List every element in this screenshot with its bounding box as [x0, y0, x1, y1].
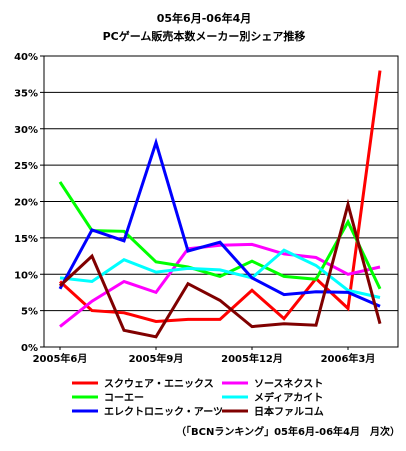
legend-label-0: スクウェア・エニックス [104, 378, 214, 390]
y-tick-label: 15% [14, 234, 38, 245]
x-tick-label: 2005年9月 [129, 352, 184, 365]
y-tick-label: 20% [14, 198, 38, 209]
series-line-2 [58, 181, 382, 290]
legend-label-4: エレクトロニック・アーツ [104, 406, 223, 418]
legend-label-5: 日本ファルコム [254, 405, 324, 418]
legend-label-3: メディアカイト [254, 391, 323, 404]
y-tick-label: 35% [14, 88, 38, 99]
x-tick-label: 2005年6月 [33, 352, 88, 365]
y-tick-label: 0% [21, 343, 38, 354]
chart-title: 05年6月-06年4月 [157, 11, 252, 25]
y-tick-label: 30% [14, 125, 38, 136]
series-lines [58, 70, 382, 339]
y-tick-label: 10% [14, 270, 38, 281]
series-line-5 [58, 198, 382, 339]
y-tick-label: 40% [14, 52, 38, 63]
legend-label-2: コーエー [104, 393, 144, 404]
x-tick-label: 2006年3月 [321, 352, 376, 365]
y-axis-ticks: 0% 5% 10% 15% 20% 25% 30% 35% 40% [14, 52, 44, 354]
x-tick-label: 2005年12月 [221, 352, 283, 365]
source-note: （「BCNランキング」05年6月-06年4月 月次） [176, 425, 400, 438]
y-tick-label: 5% [21, 307, 38, 318]
series-line-3 [59, 248, 381, 299]
legend-label-1: ソースネクスト [254, 378, 323, 390]
chart-subtitle: PCゲーム販売本数メーカー別シェア推移 [103, 29, 306, 43]
y-tick-label: 25% [14, 161, 38, 172]
series-line-4 [58, 137, 381, 308]
x-axis-ticks: 2005年6月 2005年9月 2005年12月 2006年3月 [33, 347, 376, 365]
